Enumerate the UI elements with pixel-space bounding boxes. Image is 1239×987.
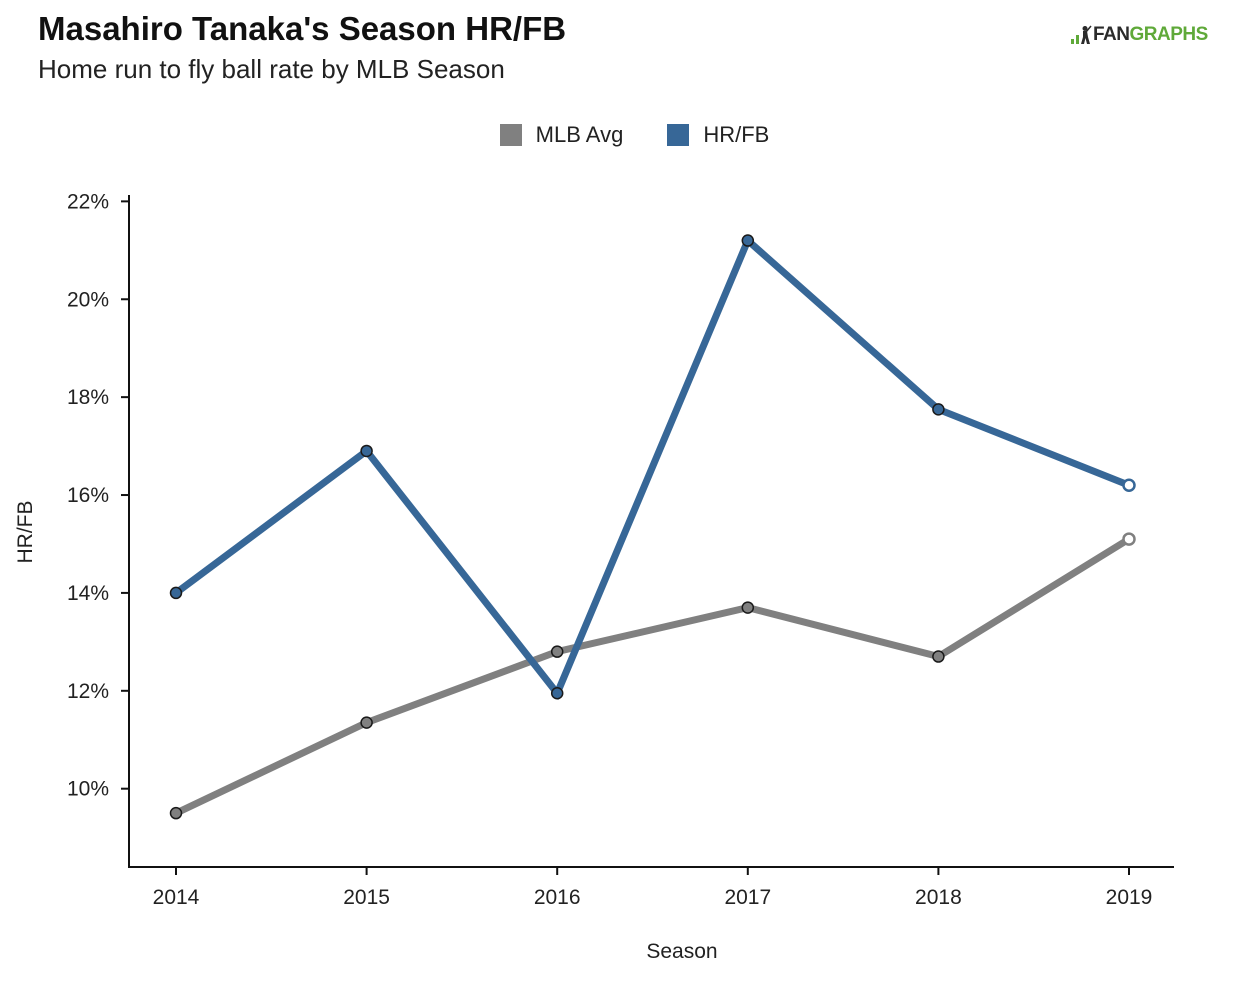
legend-item: MLB Avg [499, 122, 624, 148]
data-point [169, 586, 183, 600]
data-point [360, 444, 373, 458]
y-tick-label: 22% [67, 190, 109, 213]
x-tick-label: 2014 [153, 886, 200, 909]
data-point [360, 716, 373, 729]
y-tick-label: 18% [67, 386, 109, 409]
data-point [741, 601, 755, 614]
x-tick-label: 2018 [915, 886, 962, 909]
series-line [174, 536, 1131, 817]
data-point [550, 687, 564, 700]
y-tick-label: 20% [67, 288, 109, 311]
y-tick-label: 12% [67, 680, 109, 703]
y-axis-label: HR/FB [14, 501, 37, 564]
chart-subtitle: Home run to fly ball rate by MLB Season [38, 54, 505, 84]
logo-text-graphs: GRAPHS [1129, 24, 1209, 45]
fangraphs-logo: FAN GRAPHS [1070, 24, 1208, 46]
data-point [1122, 532, 1136, 546]
x-tick-label: 2016 [534, 886, 581, 909]
x-tick-label: 2017 [724, 886, 771, 909]
y-tick-label: 14% [67, 582, 109, 605]
legend-label: HR/FB [703, 122, 770, 147]
x-tick-label: 2015 [343, 886, 390, 909]
data-point [741, 234, 755, 247]
series-line [173, 234, 1131, 701]
data-point [169, 806, 183, 820]
y-tick-label: 10% [67, 778, 109, 801]
data-point [550, 645, 564, 658]
data-point [932, 650, 945, 663]
batter-silhouette-icon [1070, 25, 1092, 45]
data-point [1122, 478, 1136, 492]
chart-legend: MLB Avg HR/FB [0, 122, 1239, 148]
chart-title: Masahiro Tanaka's Season HR/FB [38, 10, 567, 47]
logo-text-fan: FAN [1093, 24, 1130, 45]
legend-swatch [499, 124, 522, 146]
legend-swatch [667, 124, 690, 146]
legend-item: HR/FB [667, 122, 769, 148]
legend-label: MLB Avg [535, 122, 624, 147]
y-tick-label: 16% [67, 484, 109, 507]
data-point [932, 403, 945, 416]
x-tick-label: 2019 [1106, 886, 1153, 909]
x-axis-label: Season [646, 940, 717, 963]
